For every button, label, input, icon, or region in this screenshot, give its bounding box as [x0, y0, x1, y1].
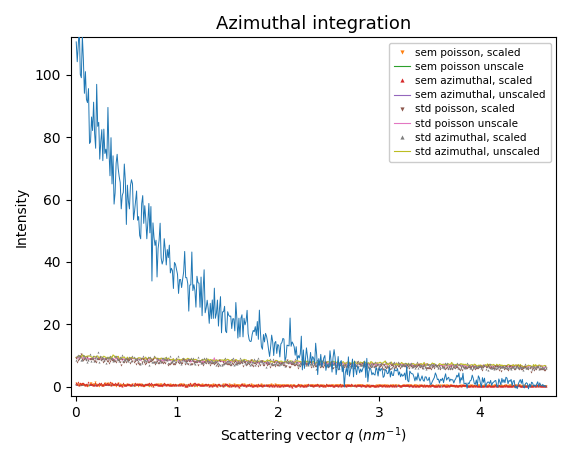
- sem azimuthal, scaled: [73, 381, 79, 386]
- std poisson, scaled: [466, 365, 473, 370]
- sem azimuthal, scaled: [230, 383, 237, 388]
- Line: sem azimuthal, scaled: sem azimuthal, scaled: [75, 381, 547, 388]
- std azimuthal, unscaled: [453, 362, 460, 367]
- sem azimuthal, unscaled: [471, 383, 478, 389]
- sem poisson, scaled: [230, 381, 237, 387]
- std azimuthal, scaled: [471, 365, 478, 370]
- std azimuthal, unscaled: [83, 353, 90, 359]
- std poisson unscale: [453, 364, 460, 370]
- sem azimuthal, unscaled: [82, 382, 89, 388]
- sem poisson, scaled: [91, 379, 98, 385]
- sem poisson unscale: [471, 383, 478, 389]
- Line: sem poisson unscale: sem poisson unscale: [76, 385, 546, 387]
- sem azimuthal, scaled: [542, 383, 549, 389]
- sem poisson, scaled: [328, 382, 335, 388]
- std azimuthal, unscaled: [542, 363, 549, 369]
- Line: std azimuthal, unscaled: std azimuthal, unscaled: [76, 355, 546, 367]
- sem poisson, scaled: [542, 383, 549, 389]
- sem azimuthal, unscaled: [466, 383, 473, 389]
- std azimuthal, scaled: [542, 365, 549, 371]
- sem azimuthal, unscaled: [542, 383, 549, 389]
- std azimuthal, scaled: [82, 355, 89, 361]
- X-axis label: Scattering vector $q$ $(nm^{-1})$: Scattering vector $q$ $(nm^{-1})$: [220, 426, 407, 447]
- sem poisson unscale: [84, 382, 91, 388]
- sem poisson, scaled: [263, 383, 270, 389]
- sem poisson unscale: [82, 383, 89, 388]
- std poisson, scaled: [230, 359, 237, 365]
- sem poisson, scaled: [73, 380, 79, 385]
- Line: std poisson, scaled: std poisson, scaled: [75, 353, 547, 373]
- sem azimuthal, scaled: [455, 383, 461, 389]
- std poisson unscale: [73, 354, 79, 360]
- std poisson unscale: [82, 355, 89, 361]
- sem azimuthal, scaled: [328, 382, 335, 388]
- std azimuthal, unscaled: [79, 352, 86, 358]
- std azimuthal, unscaled: [327, 360, 333, 366]
- Line: std azimuthal, scaled: std azimuthal, scaled: [75, 351, 547, 371]
- std poisson, scaled: [83, 358, 90, 363]
- sem poisson unscale: [327, 383, 333, 389]
- std azimuthal, unscaled: [471, 361, 478, 367]
- Y-axis label: Intensity: Intensity: [15, 187, 29, 247]
- Line: sem azimuthal, unscaled: sem azimuthal, unscaled: [76, 384, 546, 387]
- std azimuthal, scaled: [73, 357, 79, 363]
- sem poisson, scaled: [82, 382, 89, 388]
- Title: Azimuthal integration: Azimuthal integration: [216, 15, 411, 33]
- std poisson, scaled: [542, 365, 549, 371]
- sem poisson, scaled: [472, 383, 478, 389]
- sem azimuthal, scaled: [467, 383, 473, 389]
- std poisson, scaled: [327, 361, 333, 366]
- std poisson unscale: [230, 358, 237, 364]
- std poisson, scaled: [453, 365, 460, 370]
- std azimuthal, unscaled: [230, 359, 237, 364]
- std poisson, scaled: [78, 351, 85, 357]
- std azimuthal, unscaled: [466, 363, 473, 368]
- std azimuthal, scaled: [327, 362, 333, 367]
- std poisson, scaled: [527, 369, 534, 374]
- sem azimuthal, scaled: [472, 383, 478, 389]
- std azimuthal, scaled: [230, 362, 237, 368]
- sem azimuthal, scaled: [235, 384, 242, 389]
- sem poisson unscale: [73, 382, 79, 388]
- std azimuthal, unscaled: [520, 365, 527, 370]
- sem poisson unscale: [453, 383, 460, 389]
- std poisson, scaled: [73, 355, 79, 360]
- sem azimuthal, unscaled: [453, 383, 460, 389]
- sem azimuthal, unscaled: [230, 383, 237, 388]
- sem azimuthal, scaled: [75, 379, 82, 385]
- std poisson unscale: [540, 365, 546, 371]
- Line: sem poisson, scaled: sem poisson, scaled: [75, 381, 547, 388]
- std azimuthal, unscaled: [73, 355, 79, 360]
- Line: std poisson unscale: std poisson unscale: [76, 357, 546, 368]
- sem azimuthal, unscaled: [501, 384, 508, 389]
- sem poisson unscale: [230, 383, 237, 388]
- std azimuthal, scaled: [94, 349, 101, 355]
- sem poisson unscale: [542, 383, 549, 389]
- std azimuthal, scaled: [520, 367, 527, 373]
- sem azimuthal, scaled: [83, 381, 90, 386]
- sem poisson, scaled: [455, 383, 461, 389]
- sem poisson unscale: [518, 384, 525, 389]
- sem azimuthal, unscaled: [327, 383, 333, 389]
- sem azimuthal, unscaled: [84, 382, 91, 387]
- std azimuthal, scaled: [466, 363, 473, 368]
- sem poisson unscale: [466, 383, 473, 389]
- std poisson unscale: [115, 354, 122, 359]
- std poisson unscale: [327, 359, 333, 365]
- std poisson unscale: [466, 363, 473, 368]
- sem azimuthal, unscaled: [73, 382, 79, 388]
- Legend: sem poisson, scaled, sem poisson unscale, sem azimuthal, scaled, sem azimuthal, : sem poisson, scaled, sem poisson unscale…: [389, 43, 551, 162]
- std poisson unscale: [471, 364, 478, 369]
- sem poisson, scaled: [467, 383, 473, 388]
- std poisson unscale: [542, 364, 549, 369]
- std poisson, scaled: [471, 364, 478, 370]
- std azimuthal, scaled: [453, 360, 460, 365]
